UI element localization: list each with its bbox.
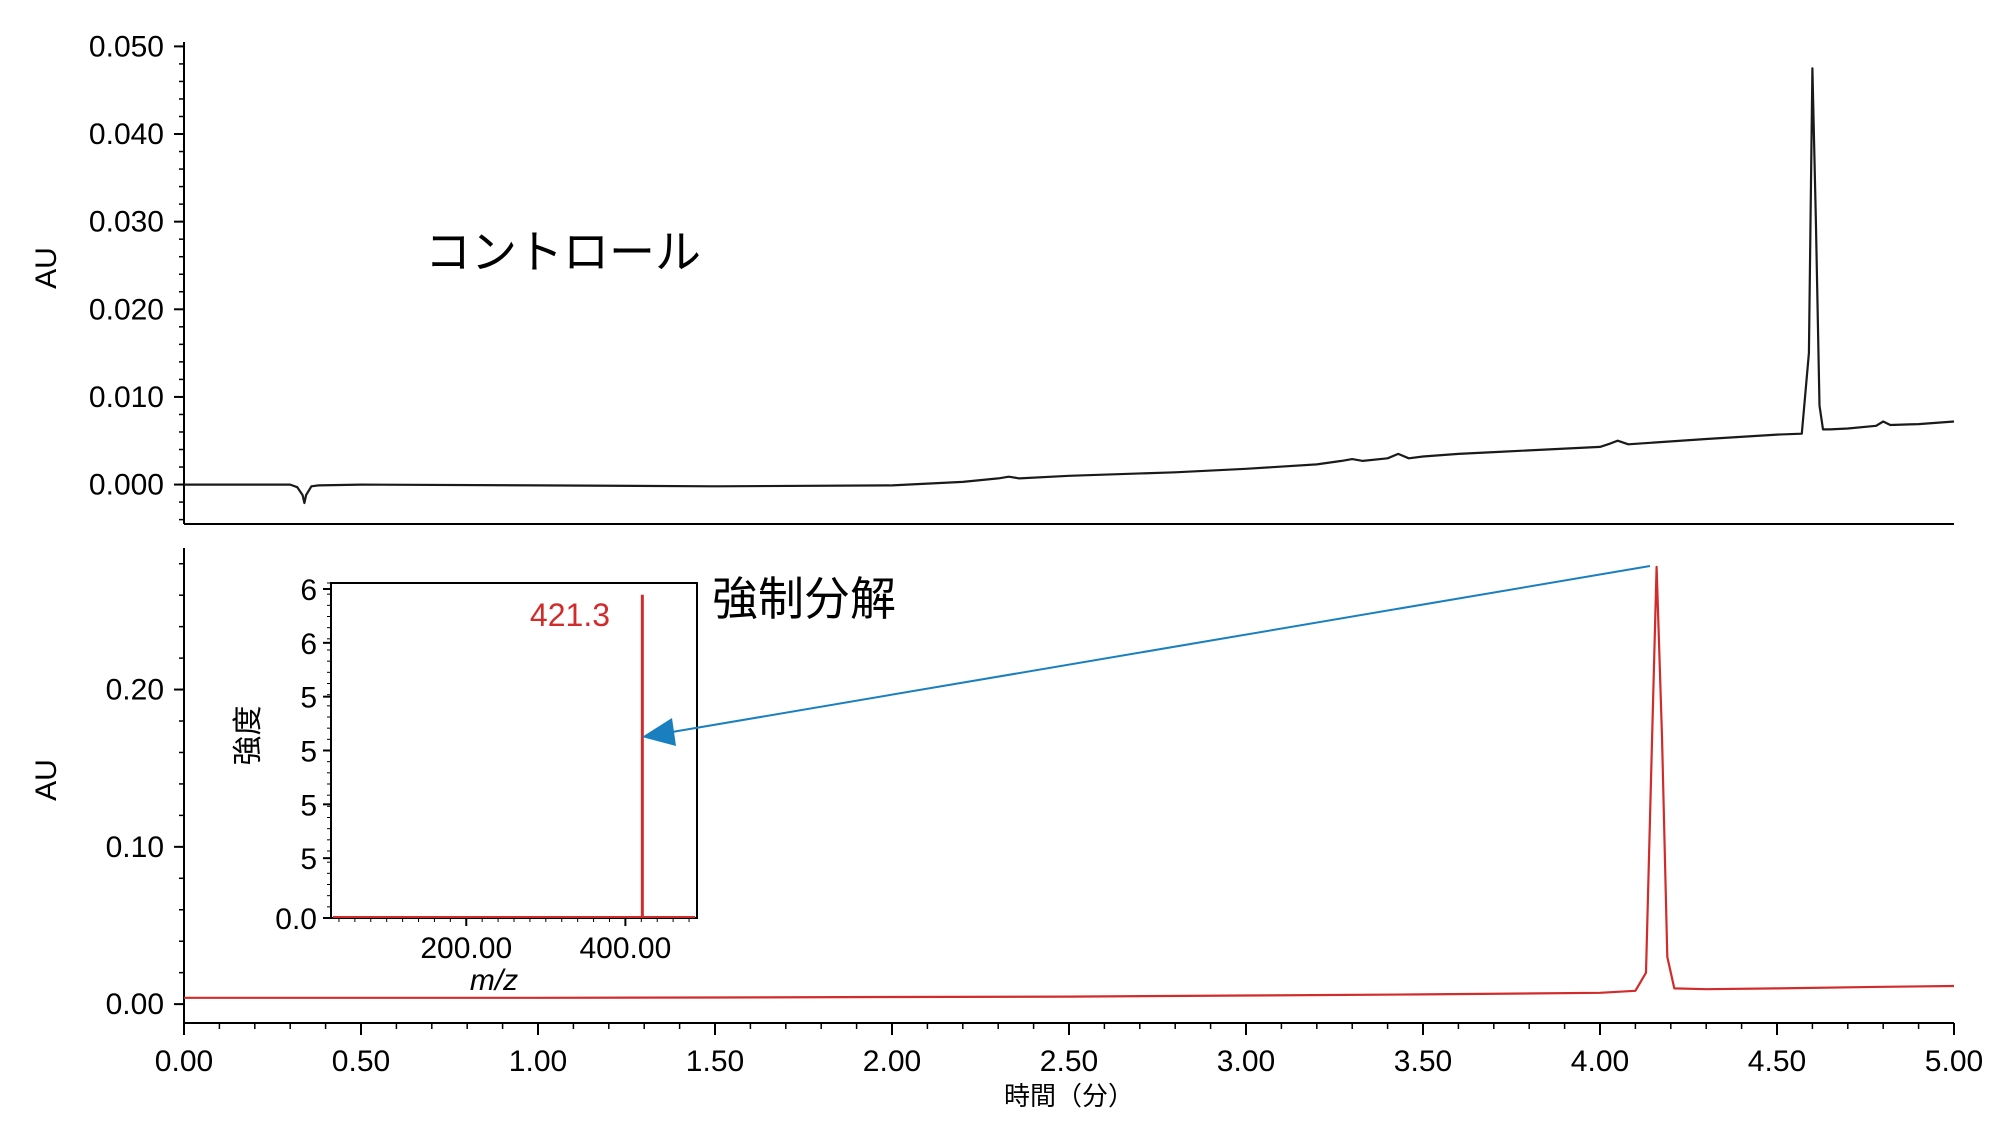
chromatogram-trace [184,565,1955,999]
x-tick-label: 3.50 [1394,1045,1452,1078]
x-axis-title: 時間（分） [1004,1081,1134,1111]
annotation-arrow-line [671,565,1651,733]
y-axis-title: AU [30,759,63,801]
x-tick-label: 3.00 [1217,1045,1275,1078]
y-tick-label: 0.00 [106,988,164,1021]
y-tick-label: 0.050 [89,30,164,63]
inset-y-axis-title: 強度 [232,706,265,766]
y-tick-label: 0.030 [89,206,164,239]
mass-spectrum-inset: 0.0 5 5 5 5 6 6 200.00 400.00 421.3 m/z 強度 [232,574,698,997]
x-tick-label: 2.50 [1040,1045,1098,1078]
x-tick-label: 4.50 [1748,1045,1806,1078]
inset-y-tick-label: 6 [300,574,317,607]
y-tick-label: 0.010 [89,381,164,414]
inset-y-tick-label: 0.0 [275,903,317,936]
control-panel-label: コントロール [425,226,701,278]
x-tick-label: 0.00 [155,1045,213,1078]
x-tick-label: 1.50 [686,1045,744,1078]
y-axis-title: AU [30,247,63,289]
inset-x-axis-title: m/z [470,964,518,997]
forced-degradation-panel: 強制分解 0.00 0.10 0.20 AU [30,548,1955,1023]
inset-x-tick-label: 200.00 [420,932,512,965]
inset-x-tick-label: 400.00 [580,932,672,965]
inset-y-tick-label: 5 [300,789,317,822]
x-tick-label: 2.00 [863,1045,921,1078]
inset-y-tick-label: 5 [300,736,317,769]
inset-frame [330,582,698,919]
chromatogram-trace [184,67,1955,505]
inset-y-tick-label: 5 [300,682,317,715]
inset-y-tick-label: 5 [300,843,317,876]
forced-degradation-panel-label: 強制分解 [712,573,896,625]
inset-y-tick-label: 6 [300,628,317,661]
y-tick-label: 0.000 [89,469,164,502]
x-tick-label: 5.00 [1925,1045,1983,1078]
control-chromatogram-panel: コントロール 0.000 0.010 0.020 0.030 0.040 0.050 AU [30,30,1955,525]
y-tick-label: 0.10 [106,831,164,864]
peak-to-spectrum-arrow [642,565,1651,746]
x-tick-label: 1.00 [509,1045,567,1078]
inset-peak-label: 421.3 [530,597,610,633]
annotation-arrow-head [642,718,676,746]
time-x-axis: 時間（分） 0.00 0.50 1.00 1.50 2.00 2.50 3.00 3.50 4.… [155,1022,1983,1111]
y-tick-label: 0.040 [89,118,164,151]
y-tick-label: 0.020 [89,293,164,326]
x-tick-label: 4.00 [1571,1045,1629,1078]
y-tick-label: 0.20 [106,674,164,707]
x-tick-label: 0.50 [332,1045,390,1078]
